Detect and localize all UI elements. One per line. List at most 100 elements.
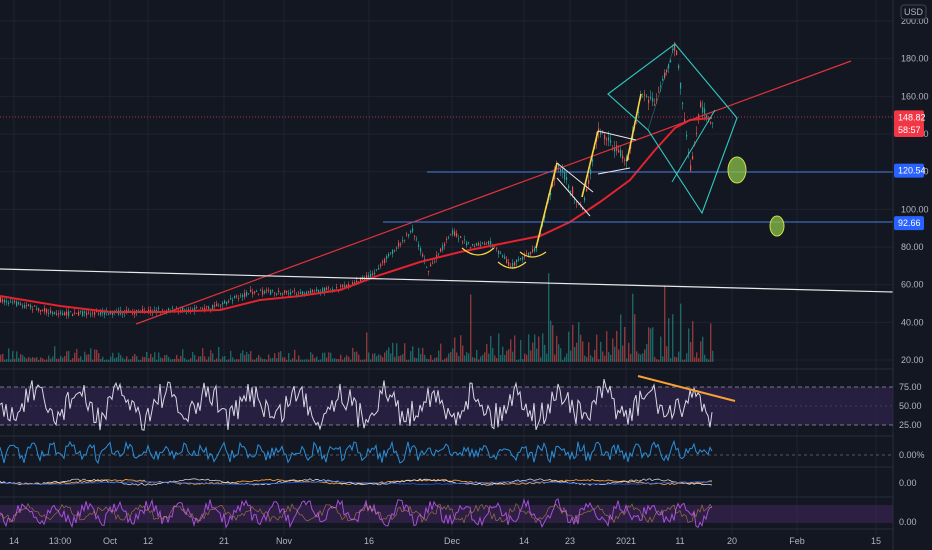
candle-body <box>246 292 248 296</box>
candle-body <box>474 246 476 248</box>
candle-body <box>412 228 414 232</box>
candle-body <box>290 292 292 295</box>
target-circle-2[interactable] <box>769 215 785 237</box>
impulse-leg-3[interactable] <box>626 93 642 162</box>
volume-bar <box>350 359 352 362</box>
volume-bar <box>422 347 424 362</box>
volume-bar <box>674 356 676 362</box>
target-circle-1[interactable] <box>727 156 747 184</box>
chart-drawings[interactable] <box>0 43 894 325</box>
volume-bar <box>142 356 144 362</box>
candle-body <box>704 108 706 114</box>
candle-body <box>656 99 658 101</box>
candle-body <box>16 301 18 306</box>
flag-line-1b[interactable] <box>556 177 591 217</box>
candle-body <box>28 304 30 307</box>
volume-bar <box>610 354 612 362</box>
candle-body <box>48 313 50 314</box>
cup-curve-1[interactable] <box>461 247 495 256</box>
candle-body <box>168 308 170 311</box>
indicator-4-pane[interactable] <box>0 497 893 529</box>
candle-body <box>220 304 222 306</box>
candle-body <box>50 310 52 313</box>
volume-bar <box>94 349 96 362</box>
cup-curve-2[interactable] <box>497 261 527 269</box>
volume-bar <box>304 359 306 362</box>
volume-bar <box>358 354 360 362</box>
currency-badge[interactable]: USD <box>900 4 927 20</box>
volume-bar <box>398 355 400 362</box>
candle-body <box>66 311 68 316</box>
volume-bar <box>414 357 416 362</box>
time-axis[interactable]: 14 13:00 Oct 12 21 Nov 16 Dec 14 23 2021 11 20 Feb 15 <box>9 536 881 546</box>
impulse-leg-2[interactable] <box>581 130 599 198</box>
candle-body <box>110 313 112 315</box>
volume-bar <box>36 357 38 362</box>
volume-bar <box>612 338 614 362</box>
indicator-3-pane[interactable] <box>0 478 713 486</box>
candle-body <box>224 300 226 304</box>
candle-body <box>638 111 640 113</box>
candle-body <box>34 305 36 307</box>
candle-body <box>10 301 12 303</box>
candle-body <box>212 305 214 310</box>
candle-body <box>336 287 338 288</box>
candle-body <box>646 96 648 97</box>
volume-bar <box>112 352 114 362</box>
volume-bar <box>552 325 554 362</box>
diamond-inner-line[interactable] <box>647 43 676 131</box>
candle-body <box>102 311 104 314</box>
flag-line-2b[interactable] <box>597 167 631 175</box>
candle-body <box>340 285 342 287</box>
indicator-2-pane[interactable] <box>0 439 893 465</box>
rsi-pane[interactable] <box>0 375 893 431</box>
diamond-pattern[interactable] <box>607 43 738 215</box>
time-axis-label: Nov <box>276 536 293 546</box>
volume-bar <box>348 356 350 362</box>
volume-bar <box>456 352 458 362</box>
candle-body <box>112 312 114 315</box>
candle-body <box>252 292 254 294</box>
candle-body <box>222 302 224 305</box>
volume-bar <box>406 359 408 362</box>
candle-body <box>20 303 22 305</box>
flag-line-1a[interactable] <box>556 162 594 193</box>
candle-body <box>408 234 410 237</box>
candle-body <box>648 99 650 104</box>
candle-body <box>524 254 526 257</box>
candle-body <box>502 255 504 257</box>
candle-body <box>52 312 54 315</box>
long-trendline-red[interactable] <box>135 60 852 325</box>
cup-curve-3[interactable] <box>519 251 547 258</box>
candle-body <box>552 184 554 187</box>
support-line-white[interactable] <box>0 268 894 293</box>
candle-body <box>484 243 486 245</box>
volume-bar <box>58 358 60 362</box>
main-price-pane[interactable] <box>0 42 894 362</box>
candle-body <box>384 259 386 263</box>
time-axis-label: 14 <box>9 536 19 546</box>
volume-bar <box>196 359 198 362</box>
volume-bar <box>636 351 638 362</box>
candle-body <box>30 305 32 308</box>
diamond-break-line[interactable] <box>671 109 716 183</box>
volume-bar <box>12 351 14 362</box>
volume-bar <box>130 359 132 362</box>
candle-body <box>4 299 6 303</box>
candle-body <box>520 258 522 260</box>
candle-body <box>104 310 106 315</box>
candle-body <box>260 290 262 292</box>
candle-body <box>18 302 20 305</box>
volume-bar <box>310 352 312 362</box>
volume-bar <box>172 359 174 362</box>
volume-bar <box>292 358 294 362</box>
impulse-leg-1[interactable] <box>535 162 558 249</box>
volume-bar <box>360 359 362 362</box>
volume-bar <box>576 342 578 362</box>
rsi-divergence-line[interactable] <box>637 375 736 402</box>
flag-line-2a[interactable] <box>597 130 637 141</box>
candle-body <box>244 293 246 297</box>
candle-body <box>128 309 130 311</box>
time-axis-label: 11 <box>675 536 684 546</box>
